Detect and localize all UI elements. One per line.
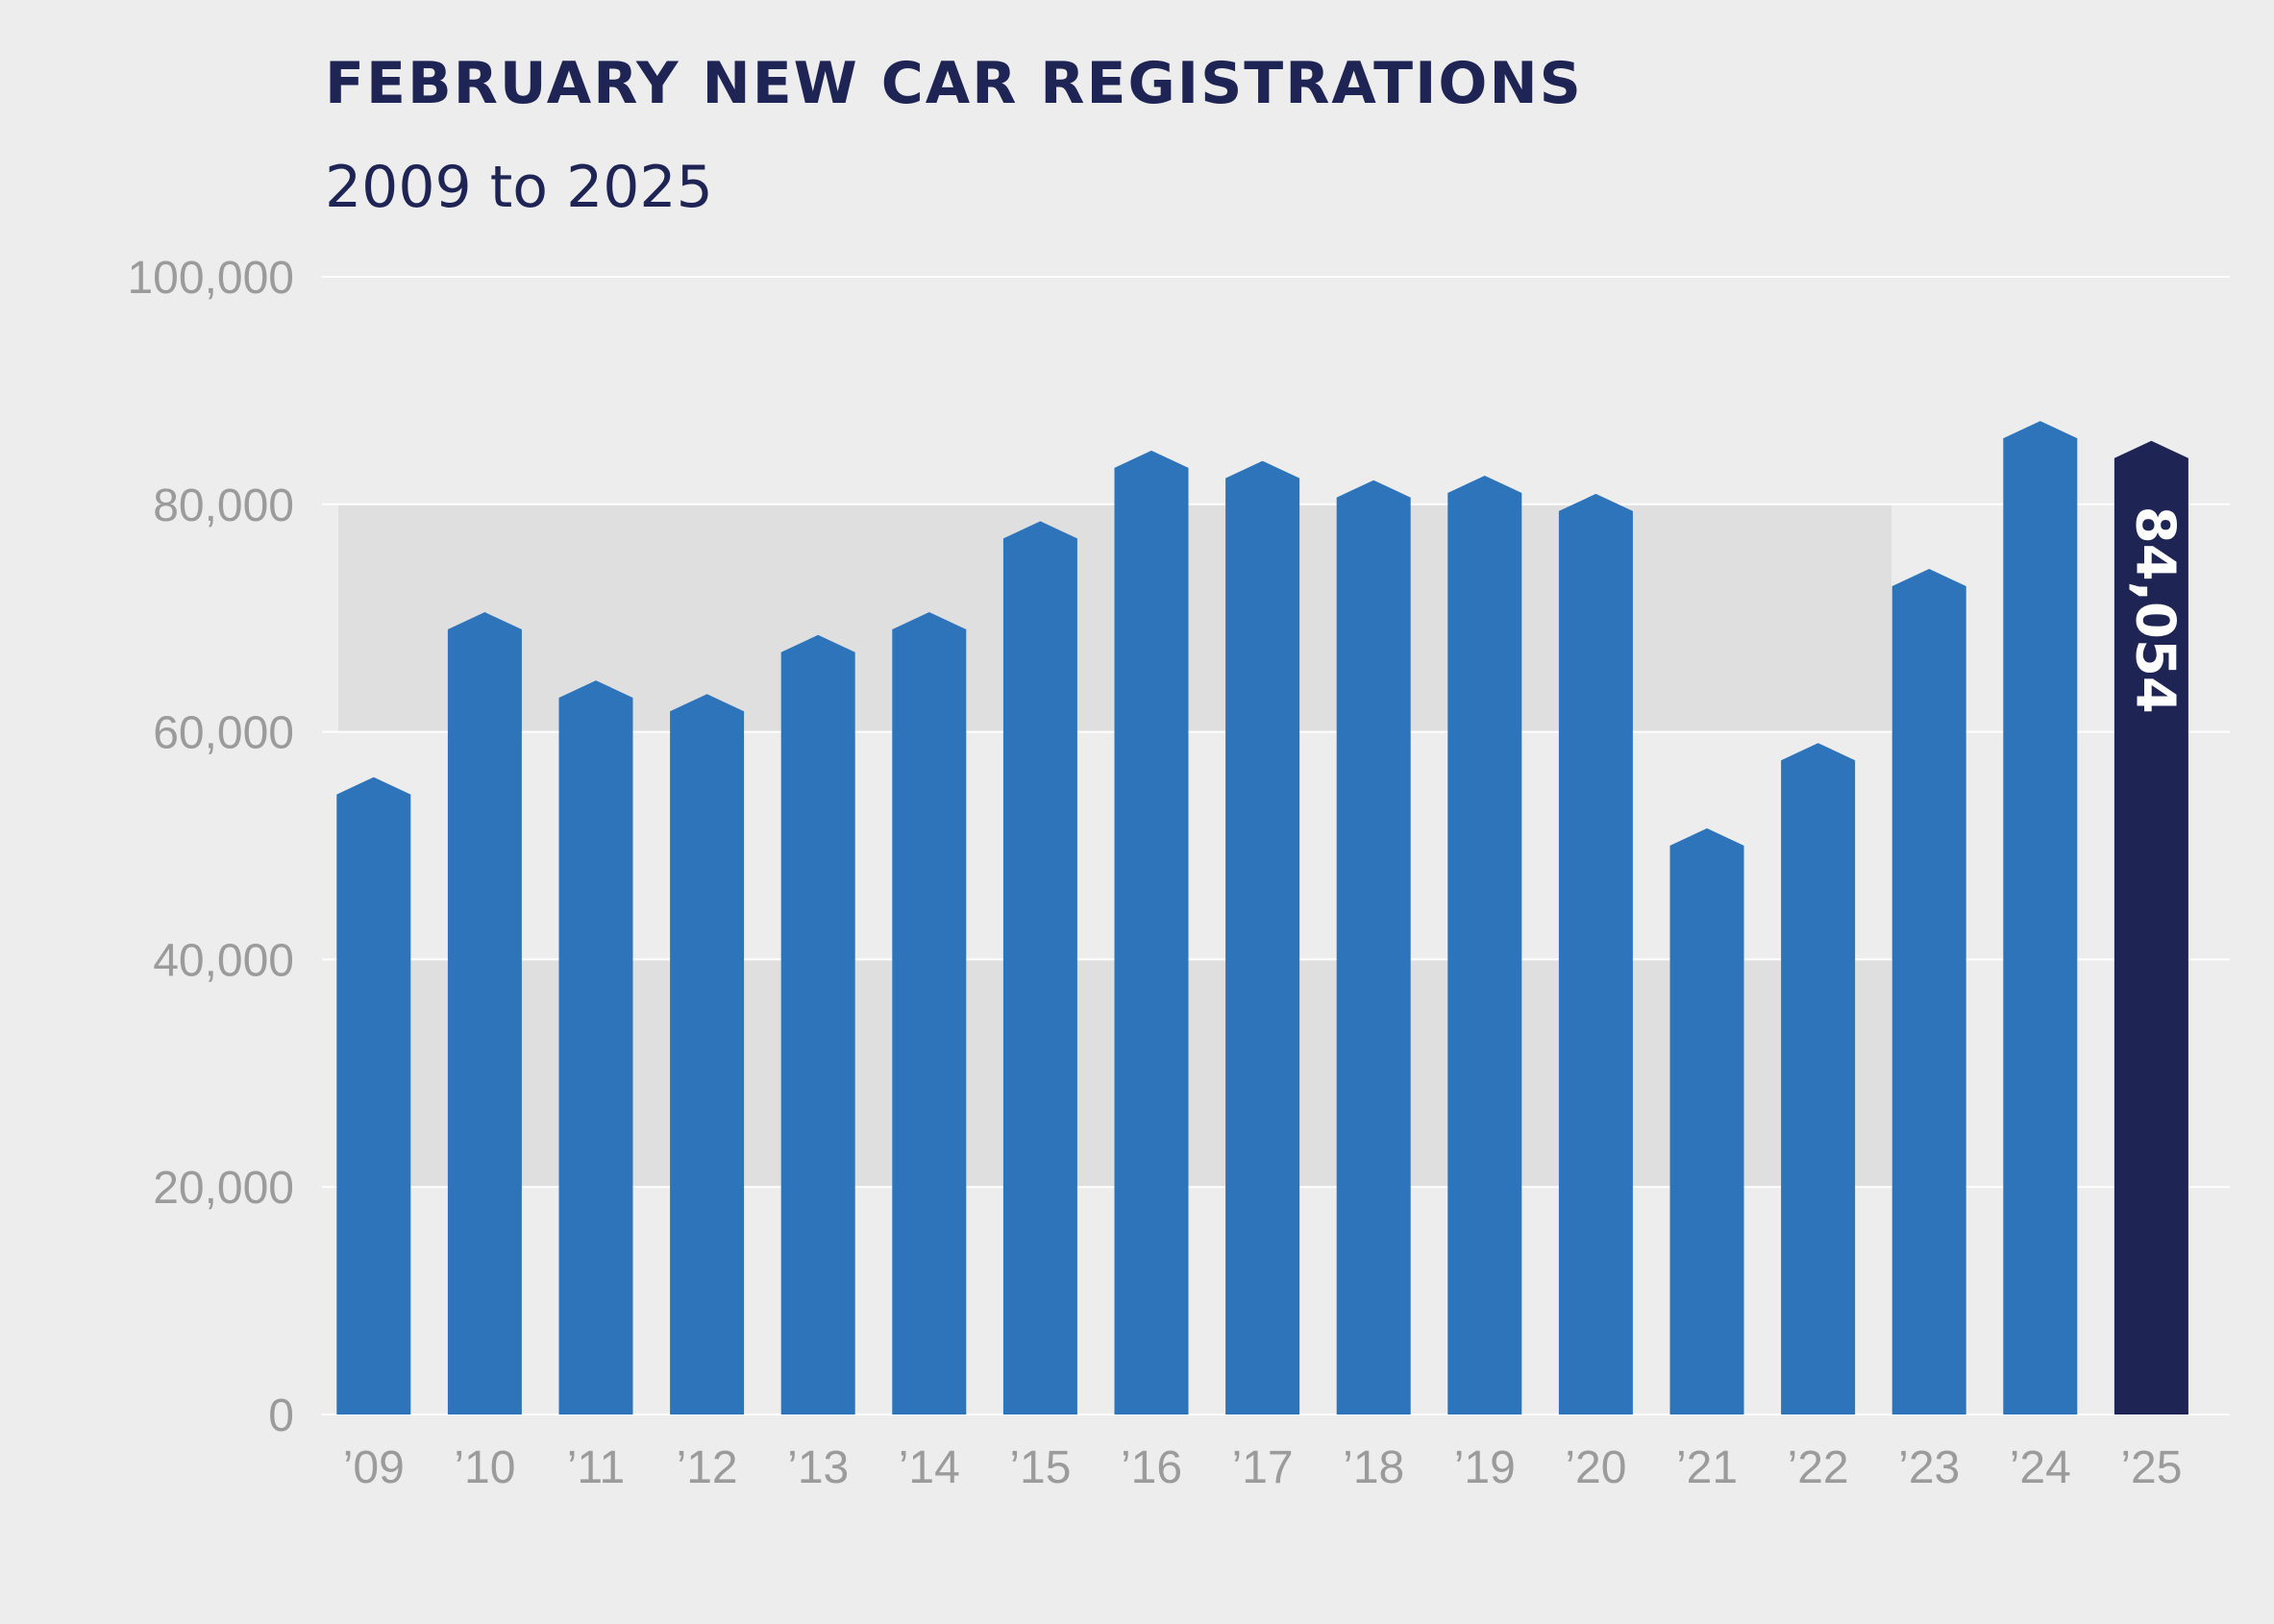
x-tick-label: ’10: [454, 1442, 515, 1493]
x-tick-label: ’15: [1009, 1442, 1071, 1493]
annotations: 84,054: [2123, 506, 2186, 714]
x-tick-label: ’17: [1232, 1442, 1294, 1493]
x-tick-label: ’19: [1454, 1442, 1516, 1493]
x-tick-label: ’20: [1565, 1442, 1626, 1493]
bar-14: [1891, 569, 1966, 1415]
bar-1: [447, 612, 522, 1415]
x-tick-label: ’18: [1343, 1442, 1404, 1493]
bar-11: [1558, 493, 1633, 1415]
y-tick-label: 100,000: [127, 253, 294, 304]
x-axis-tick-labels: ’09 ’10 ’11 ’12 ’13 ’14 ’15 ’16 ’17 ’18 ’19 ’20 ’21 ’…: [343, 1442, 2183, 1493]
y-tick-label: 20,000: [153, 1163, 294, 1214]
x-tick-label: ’25: [2120, 1442, 2182, 1493]
x-tick-label: ’24: [2010, 1442, 2071, 1493]
bar-15: [2003, 421, 2078, 1415]
bar-12: [1669, 828, 1744, 1415]
x-tick-label: ’12: [677, 1442, 738, 1493]
bar-6: [1002, 521, 1077, 1415]
x-tick-label: ’21: [1676, 1442, 1738, 1493]
x-tick-label: ’14: [899, 1442, 960, 1493]
chart-subtitle: 2009 to 2025: [325, 154, 713, 221]
y-tick-label: 80,000: [153, 480, 294, 531]
bar-13: [1781, 743, 1856, 1415]
bar-10: [1447, 475, 1522, 1415]
highlight-value-label: 84,054: [2123, 506, 2186, 714]
y-tick-label: 0: [268, 1390, 294, 1441]
bar-4: [780, 634, 855, 1415]
bars: [336, 421, 2188, 1415]
chart-title: FEBRUARY NEW CAR REGISTRATIONS: [325, 50, 1583, 117]
y-axis-tick-labels: 0 20,000 40,000 60,000 80,000 100,000: [127, 253, 294, 1441]
bar-5: [892, 612, 967, 1415]
y-tick-label: 40,000: [153, 935, 294, 986]
bar-7: [1114, 450, 1189, 1415]
bar-0: [336, 776, 411, 1415]
bar-9: [1336, 480, 1411, 1415]
y-tick-label: 60,000: [153, 708, 294, 759]
bar-3: [670, 694, 745, 1415]
x-tick-label: ’16: [1121, 1442, 1182, 1493]
x-tick-label: ’09: [343, 1442, 405, 1493]
x-tick-label: ’11: [567, 1442, 626, 1493]
bar-8: [1225, 460, 1300, 1415]
bar-2: [558, 680, 633, 1415]
x-tick-label: ’22: [1788, 1442, 1849, 1493]
x-tick-label: ’23: [1898, 1442, 1960, 1493]
x-tick-label: ’13: [787, 1442, 849, 1493]
bar-16: [2113, 440, 2188, 1415]
